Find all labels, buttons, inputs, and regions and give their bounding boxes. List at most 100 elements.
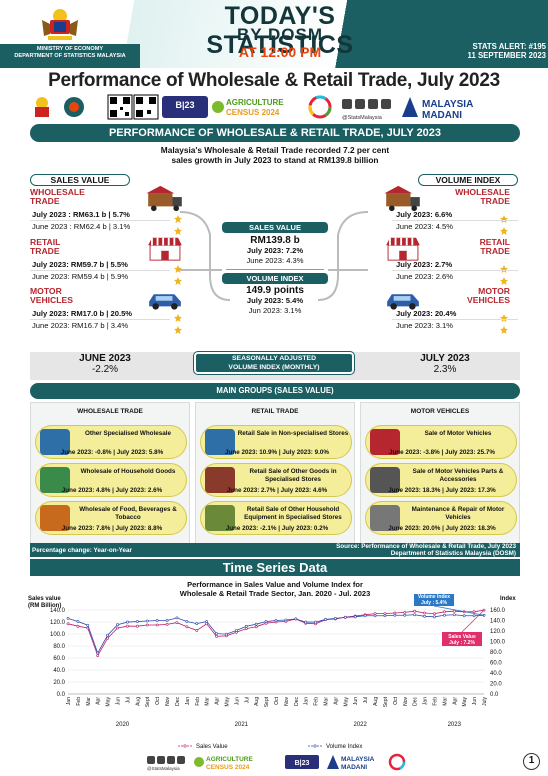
divider [30,270,170,271]
annotation-leader [433,605,485,616]
annotation-label: Sales Value [448,634,476,640]
volume-index-label: RETAIL TRADE [430,238,510,256]
bottom-sdg-logo-icon [388,753,406,771]
x-tick-label: May [106,697,112,707]
volume-index-label: MOTOR VEHICLES [430,287,510,305]
alert-date: 11 SEPTEMBER 2023 [467,51,546,60]
ministry-line2: DEPARTMENT OF STATISTICS MALAYSIA [14,53,126,59]
data-point [403,613,407,617]
main-group-item-name: Maintenance & Repair of Motor Vehicles [411,506,505,521]
qr-code-icon-2 [133,94,159,120]
up-arrow-icon [500,321,508,339]
car-icon [384,283,422,311]
series-line-sales-value [67,609,485,657]
summary-text: Malaysia's Wholesale & Retail Trade reco… [160,145,390,165]
time-series-chart: Sales value(RM Billion) Index 0.0 20.0 40.0 6… [28,594,516,750]
data-point [403,610,407,614]
data-point [225,632,228,636]
center-sales-previous: June 2023: 4.3% [246,256,304,265]
annotation-value: July : 5.4% [421,600,447,606]
center-volume-index-heading: VOLUME INDEX [222,273,328,284]
divider [392,220,518,221]
up-arrow-icon [174,309,182,327]
y2-tick-label: 0.0 [490,692,499,698]
x-tick-label: Mar [324,697,330,706]
x-tick-label: Nov [403,697,409,706]
sales-value-current: July 2023: RM59.7 b | 5.5% [32,260,128,269]
x-tick-label: Apr [452,697,458,705]
center-sales-current: July 2023: 7.2% [246,246,304,255]
y-tick-label: 80.0 [53,644,65,650]
x-tick-label: Oct [393,696,399,704]
main-group-item-name: Retail Sale of Other Household Equipment… [244,506,342,521]
x-tick-label: May [343,697,349,707]
data-point [423,611,426,615]
data-point [215,632,218,636]
y-axis-label: Sales value [28,596,61,602]
header-title: TODAY'S STATISTICS [206,2,354,59]
x-tick-label: Jun [472,697,478,705]
data-point [145,619,149,623]
qr-code-icon [107,94,133,120]
volume-index-current: July 2023: 20.4% [396,309,457,318]
y-tick-label: 20.0 [53,680,65,686]
sales-value-label: MOTOR VEHICLES [30,287,110,305]
category-icon [370,429,400,455]
x-tick-label: May [224,697,230,707]
data-point [185,620,189,623]
data-point [106,633,110,637]
y2-tick-label: 60.0 [490,661,502,667]
data-point [452,609,456,613]
x-tick-label: Aug [373,697,379,706]
x-tick-label: Jun [116,697,122,705]
data-point [442,613,446,617]
volume-index-tag: VOLUME INDEX [418,174,518,186]
main-group-item: Wholesale of Food, Beverages & Tobacco Ju… [35,501,187,535]
legend-label: Volume Index [326,744,362,750]
sales-value-current: July 2023: RM17.0 b | 20.5% [32,309,133,318]
data-point [413,613,417,617]
data-point [126,624,129,628]
annotation-box [414,594,454,606]
divider [392,270,518,271]
main-group-column: RETAIL TRADE Retail Sale in Non-specialis… [195,402,355,545]
ministry-text: MINISTRY OF ECONOMY DEPARTMENT OF STATIS… [2,46,138,60]
volume-index-previous: June 2023: 2.6% [396,272,453,281]
x-tick-label: Oct [155,696,161,704]
data-point [195,629,199,632]
main-group-item: Retail Sale of Other Household Equipment… [200,501,352,535]
annotation-leader [461,609,485,633]
data-point [165,619,169,622]
x-tick-label: Nov [165,697,171,706]
data-point [155,623,159,627]
main-group-item: Sale of Motor Vehicles Parts & Accessori… [365,463,517,497]
x-tick-label: Jan [185,697,191,705]
main-group-item: Retail Sale in Non-specialised Stores Jun… [200,425,352,459]
svg-text:B|23: B|23 [175,100,194,110]
main-group-item-name: Sale of Motor Vehicles Parts & Accessori… [412,468,504,483]
data-point [66,616,70,620]
data-point [244,627,248,631]
data-point [442,610,446,614]
header-time: AT 12:00 PM [238,44,322,60]
footer-source-line2: Department of Statistics Malaysia (DOSM) [390,550,516,557]
chart-title-line2: Wholesale & Retail Trade Sector, Jan. 20… [179,589,371,598]
crest-small-icon [35,97,49,117]
main-group-heading: MOTOR VEHICLES [410,408,470,415]
year-label: 2022 [354,722,368,728]
svg-text:@StatsMalaysia: @StatsMalaysia [342,115,383,121]
data-point [135,624,139,628]
up-arrow-icon [500,222,508,240]
data-point [254,625,258,629]
svg-text:CENSUS 2024: CENSUS 2024 [226,108,280,117]
connector-lines [179,211,369,301]
bottom-logo-strip: @StatsMalaysia AGRICULTURE CENSUS 2024 B|… [145,753,415,771]
y2-tick-label: 20.0 [490,682,502,688]
main-group-item-name: Other Specialised Wholesale [84,430,172,437]
x-tick-label: July [482,697,488,706]
seasonal-right: JULY 2023 2.3% [390,353,500,375]
up-arrow-icon [500,210,508,228]
data-point [452,613,456,617]
volume-index-current: July 2023: 2.7% [396,260,453,269]
